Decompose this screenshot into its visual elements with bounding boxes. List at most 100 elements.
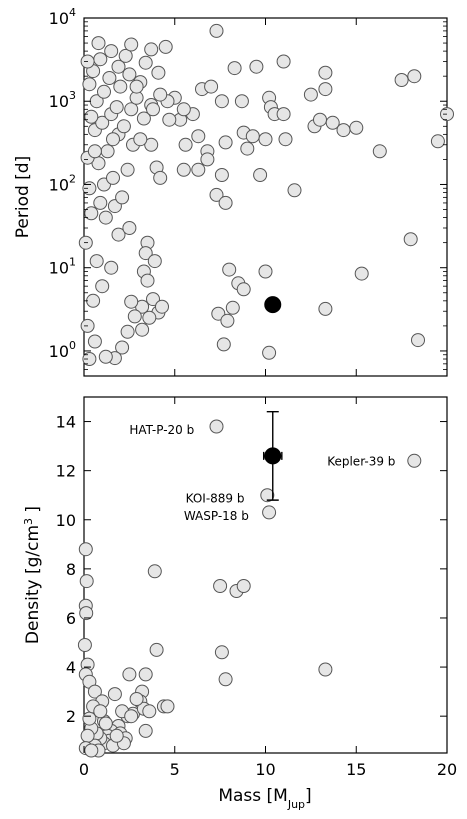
period-data-point bbox=[253, 168, 268, 182]
density-data-point bbox=[318, 662, 333, 677]
period-data-point bbox=[106, 132, 120, 147]
period-panel: 100 101 102 103 104 Period [d] bbox=[13, 6, 454, 377]
period-data-point bbox=[138, 246, 153, 261]
mass-x-tick-label: 5 bbox=[170, 760, 180, 779]
density-data-point bbox=[160, 699, 175, 714]
period-data-point bbox=[287, 183, 302, 198]
density-y-tick-label: 10 bbox=[56, 511, 76, 530]
period-data-point bbox=[87, 144, 102, 159]
period-data-point bbox=[111, 59, 126, 74]
mass-x-tick-label: 20 bbox=[437, 760, 457, 779]
period-data-point bbox=[98, 349, 113, 364]
planet-label: WASP-18 b bbox=[184, 509, 249, 523]
density-annotations: HAT-P-20 b Kepler-39 b KOI-889 b WASP-18 b bbox=[129, 423, 395, 523]
period-data-point bbox=[204, 79, 219, 94]
density-data-point bbox=[149, 642, 164, 657]
period-y-axis-label: Period [d] bbox=[13, 156, 33, 238]
period-data-point bbox=[95, 115, 110, 130]
period-data-point bbox=[133, 132, 148, 147]
density-y-tick-label: 12 bbox=[56, 462, 76, 481]
planet-label: KOI-889 b bbox=[186, 492, 245, 506]
period-data-point bbox=[354, 266, 369, 281]
period-data-point bbox=[318, 301, 333, 316]
period-data-point bbox=[93, 195, 108, 210]
period-data-point bbox=[403, 232, 418, 247]
period-data-point bbox=[155, 299, 169, 314]
period-data-point bbox=[144, 137, 159, 152]
density-data-point bbox=[142, 704, 157, 719]
density-data-point bbox=[84, 743, 99, 758]
mass-x-tick-label: 10 bbox=[255, 760, 275, 779]
density-data-point bbox=[93, 704, 108, 719]
density-y-axis-label: Density [g/cm3 ] bbox=[22, 506, 44, 644]
density-data-point bbox=[87, 684, 102, 699]
density-data-point bbox=[78, 542, 93, 557]
period-data-point bbox=[313, 112, 327, 127]
period-data-point bbox=[318, 82, 333, 97]
period-data-point bbox=[144, 42, 159, 57]
period-data-point bbox=[82, 352, 97, 366]
density-highlight-point bbox=[264, 447, 282, 465]
period-data-point bbox=[336, 123, 351, 138]
period-data-point bbox=[98, 210, 113, 225]
period-data-point bbox=[124, 102, 139, 117]
density-data-point bbox=[122, 667, 137, 682]
period-data-point bbox=[82, 77, 97, 92]
density-highlight bbox=[262, 411, 283, 501]
period-data-point bbox=[318, 65, 333, 80]
period-data-point bbox=[120, 324, 135, 339]
period-data-point bbox=[211, 306, 226, 321]
period-data-point bbox=[142, 310, 157, 325]
density-data-point bbox=[79, 574, 94, 589]
period-data-point bbox=[146, 292, 160, 307]
period-data-point bbox=[93, 52, 108, 67]
period-data-point bbox=[86, 293, 101, 308]
density-y-tick-label: 8 bbox=[66, 560, 76, 579]
density-data-point bbox=[236, 579, 251, 593]
period-data-point bbox=[234, 94, 249, 109]
period-data-point bbox=[116, 119, 131, 134]
period-data-point bbox=[146, 102, 160, 117]
density-data-point bbox=[79, 606, 94, 621]
period-data-point bbox=[394, 73, 409, 87]
period-data-point bbox=[325, 115, 340, 130]
period-data-point bbox=[153, 87, 168, 102]
period-data-point bbox=[87, 334, 102, 349]
period-data-point bbox=[209, 23, 224, 38]
period-data-point bbox=[262, 345, 277, 360]
period-data-point bbox=[104, 44, 119, 59]
period-data-point bbox=[225, 300, 240, 315]
period-data-point bbox=[162, 112, 177, 127]
density-y-ticks: 2 4 6 8 10 12 14 bbox=[56, 413, 447, 726]
period-data-point bbox=[218, 195, 233, 210]
density-data-point bbox=[209, 419, 224, 434]
period-x-ticks bbox=[83, 18, 448, 376]
density-data-point bbox=[80, 728, 95, 743]
period-data-point bbox=[140, 273, 155, 288]
period-data-point bbox=[191, 162, 206, 177]
period-data-point bbox=[176, 102, 191, 117]
period-data-point bbox=[430, 134, 445, 149]
period-points bbox=[78, 23, 454, 366]
period-data-point bbox=[97, 84, 111, 99]
density-data-point bbox=[214, 645, 229, 660]
period-data-point bbox=[249, 59, 264, 74]
period-data-point bbox=[209, 187, 224, 202]
period-data-point bbox=[102, 71, 117, 85]
period-data-point bbox=[276, 107, 291, 122]
period-highlight-point bbox=[264, 296, 282, 314]
density-x-ticks: 0 5 10 15 20 bbox=[79, 397, 457, 779]
density-data-point bbox=[138, 667, 153, 682]
period-data-point bbox=[95, 279, 110, 294]
period-data-point bbox=[153, 170, 168, 185]
density-data-point bbox=[98, 716, 113, 731]
density-y-tick-label: 6 bbox=[66, 609, 76, 628]
mass-x-axis-label: Mass [MJup] bbox=[218, 786, 311, 811]
density-y-tick-label: 2 bbox=[66, 707, 76, 726]
density-points bbox=[77, 419, 422, 758]
period-data-point bbox=[120, 162, 135, 177]
period-data-point bbox=[115, 340, 130, 355]
period-data-point bbox=[151, 65, 166, 80]
period-data-point bbox=[222, 262, 237, 277]
period-data-point bbox=[129, 79, 144, 94]
